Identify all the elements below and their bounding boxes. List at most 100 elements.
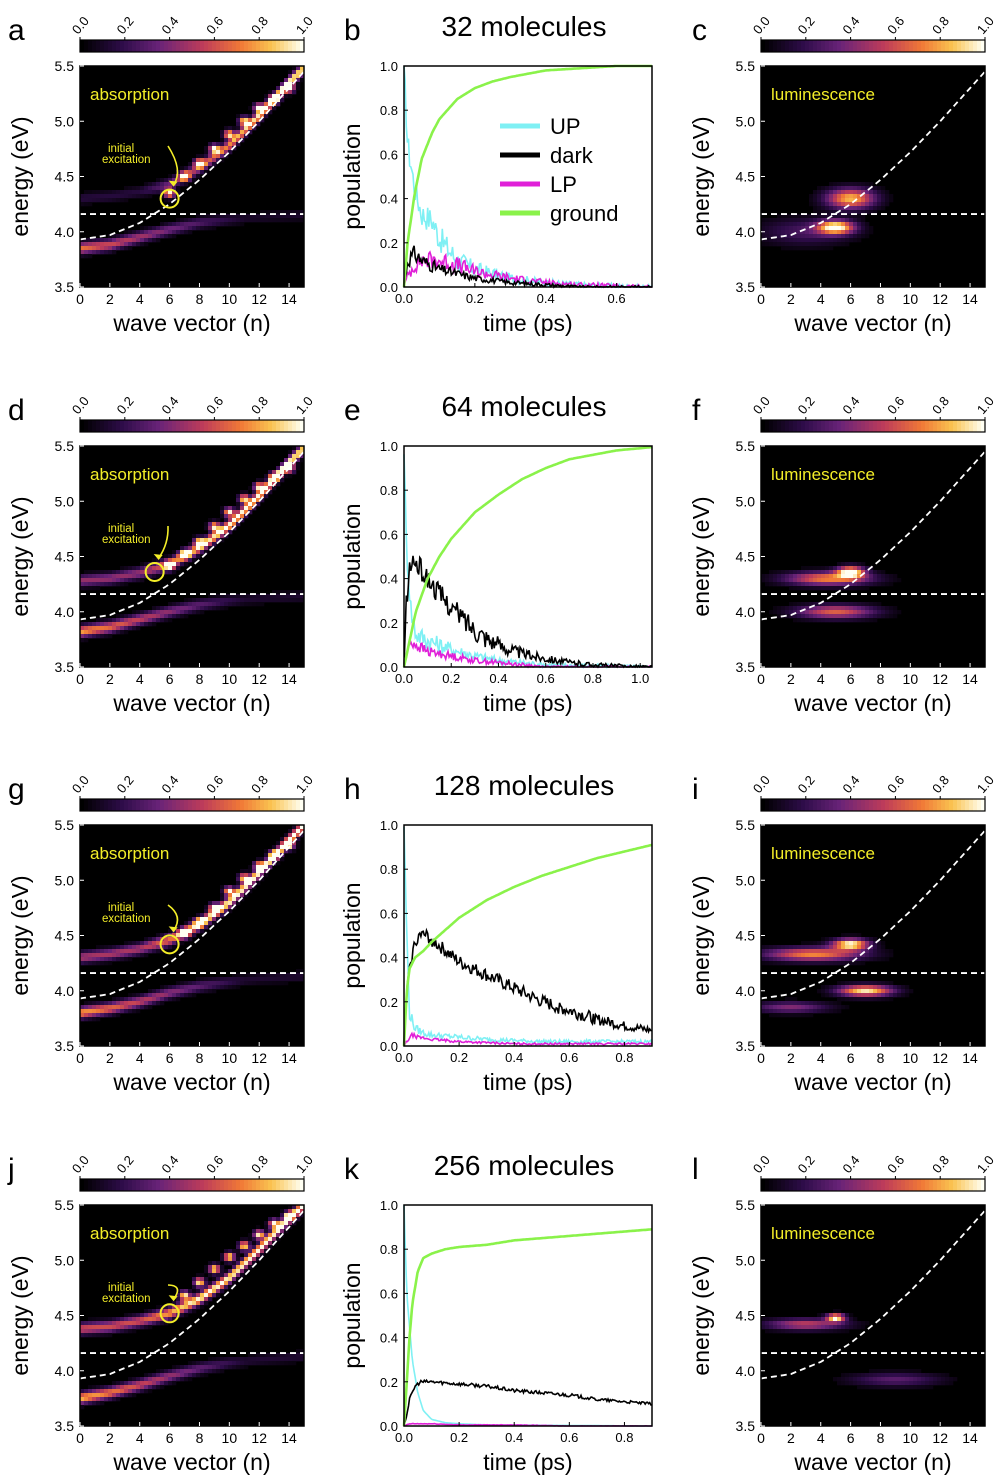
heatmap-cell bbox=[813, 246, 818, 251]
colorbar-segment bbox=[292, 40, 297, 52]
heatmap-cell bbox=[829, 238, 834, 243]
heatmap-cell bbox=[865, 1373, 870, 1378]
heatmap-cell bbox=[821, 961, 826, 966]
panel-letter: i bbox=[692, 773, 699, 806]
heatmap-cell bbox=[148, 1385, 153, 1390]
heatmap-cell bbox=[184, 1293, 189, 1298]
colorbar-segment bbox=[176, 40, 181, 52]
y-tick-label: 0.8 bbox=[380, 483, 398, 498]
colorbar-segment bbox=[216, 420, 221, 432]
heatmap-cell bbox=[116, 190, 121, 195]
heatmap-cell bbox=[288, 78, 293, 83]
heatmap-cell bbox=[821, 618, 826, 623]
heatmap-cell bbox=[845, 1381, 850, 1386]
heatmap-cell bbox=[881, 1373, 886, 1378]
heatmap-cell bbox=[224, 606, 229, 611]
heatmap-cell bbox=[212, 542, 217, 547]
heatmap-cell bbox=[877, 941, 882, 946]
heatmap-cell bbox=[857, 218, 862, 223]
heatmap-cell bbox=[264, 981, 269, 986]
heatmap-cell bbox=[152, 1385, 157, 1390]
heatmap-cell bbox=[108, 953, 113, 958]
heatmap-cell bbox=[176, 174, 181, 179]
heatmap-cell bbox=[809, 230, 814, 235]
heatmap-cell bbox=[893, 1373, 898, 1378]
heatmap-cell bbox=[212, 522, 217, 527]
heatmap-cell bbox=[224, 150, 229, 155]
heatmap-cell bbox=[160, 618, 165, 623]
heatmap-cell bbox=[857, 586, 862, 591]
heatmap-cell bbox=[96, 961, 101, 966]
y-tick-label: 1.0 bbox=[380, 439, 398, 454]
heatmap-cell bbox=[188, 1365, 193, 1370]
colorbar-segment bbox=[244, 799, 249, 811]
heatmap-cell bbox=[240, 1249, 245, 1254]
heatmap-cell bbox=[288, 837, 293, 842]
heatmap-cell bbox=[789, 578, 794, 583]
heatmap-cell bbox=[244, 598, 249, 603]
heatmap-cell bbox=[885, 574, 890, 579]
heatmap-cell bbox=[813, 1325, 818, 1330]
heatmap-cell bbox=[873, 602, 878, 607]
heatmap-cell bbox=[208, 917, 213, 922]
heatmap-cell bbox=[128, 238, 133, 243]
panel-letter: h bbox=[344, 773, 361, 806]
heatmap-cell bbox=[292, 218, 297, 223]
heatmap-cell bbox=[260, 218, 265, 223]
colorbar-segment bbox=[873, 40, 878, 52]
heatmap-cell bbox=[224, 602, 229, 607]
heatmap-cell bbox=[100, 1005, 105, 1010]
heatmap-cell bbox=[825, 198, 830, 203]
heatmap-cell bbox=[144, 1381, 149, 1386]
colorbar: 0.0 0.2 0.4 0.6 0.8 1.0 bbox=[69, 393, 316, 433]
heatmap-cell bbox=[809, 941, 814, 946]
heatmap-cell bbox=[901, 1381, 906, 1386]
colorbar-segment bbox=[276, 40, 281, 52]
heatmap-cell bbox=[873, 614, 878, 619]
initial-excitation-label: initial bbox=[108, 143, 134, 155]
heatmap-cell bbox=[84, 1325, 89, 1330]
heatmap-cell bbox=[112, 574, 117, 579]
heatmap-cell bbox=[212, 142, 217, 147]
colorbar-segment bbox=[817, 40, 822, 52]
heatmap-cell bbox=[292, 1209, 297, 1214]
heatmap-cell bbox=[260, 977, 265, 982]
heatmap-cell bbox=[148, 238, 153, 243]
heatmap-cell bbox=[801, 1329, 806, 1334]
heatmap-cell bbox=[889, 610, 894, 615]
heatmap-cell bbox=[252, 869, 257, 874]
heatmap-cell bbox=[132, 190, 137, 195]
heatmap-cell bbox=[881, 570, 886, 575]
heatmap-cell bbox=[841, 570, 846, 575]
heatmap-cell bbox=[869, 578, 874, 583]
heatmap-cell bbox=[156, 993, 161, 998]
heatmap-cell bbox=[789, 1329, 794, 1334]
heatmap-cell bbox=[841, 1313, 846, 1318]
heatmap-cell bbox=[296, 598, 301, 603]
colorbar-tick-label: 0.8 bbox=[248, 13, 271, 36]
heatmap-cell bbox=[180, 985, 185, 990]
heatmap-cell bbox=[845, 198, 850, 203]
heatmap-cell bbox=[212, 606, 217, 611]
heatmap-cell bbox=[829, 614, 834, 619]
heatmap-cell bbox=[188, 554, 193, 559]
heatmap-cell bbox=[833, 941, 838, 946]
heatmap-cell bbox=[80, 1017, 85, 1022]
heatmap-cell bbox=[845, 1321, 850, 1326]
heatmap-cell bbox=[837, 1005, 842, 1010]
x-tick-label: 0 bbox=[757, 1430, 765, 1446]
heatmap-cell bbox=[300, 446, 305, 451]
heatmap-cell bbox=[124, 246, 129, 251]
heatmap-cell bbox=[184, 1309, 189, 1314]
heatmap-cell bbox=[168, 1381, 173, 1386]
heatmap-cell bbox=[208, 146, 213, 151]
heatmap-cell bbox=[284, 973, 289, 978]
heatmap-cell bbox=[176, 937, 181, 942]
colorbar-segment bbox=[148, 799, 153, 811]
heatmap-cell bbox=[805, 949, 810, 954]
heatmap-cell bbox=[809, 1329, 814, 1334]
heatmap-cell bbox=[885, 578, 890, 583]
heatmap-cell bbox=[164, 1317, 169, 1322]
heatmap-cell bbox=[256, 973, 261, 978]
heatmap-cell bbox=[845, 190, 850, 195]
